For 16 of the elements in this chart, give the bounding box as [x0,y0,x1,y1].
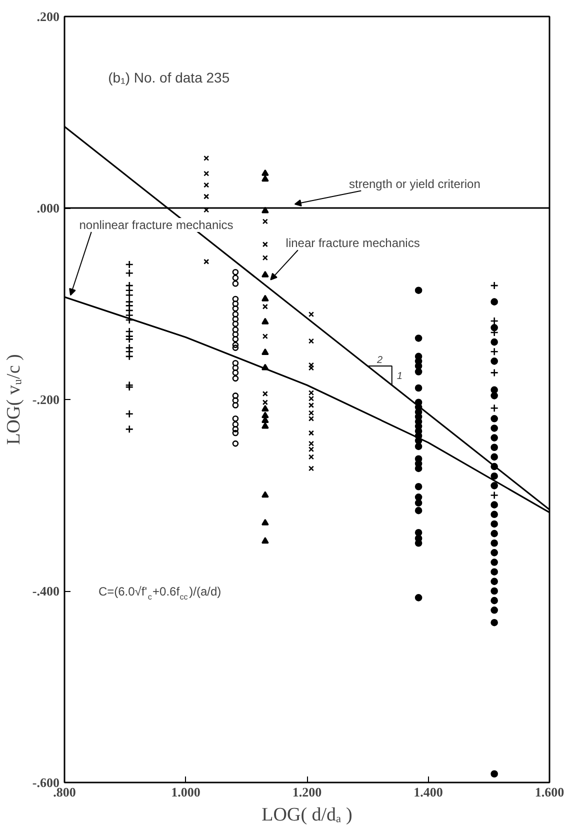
y-tick-label: .200 [36,9,60,24]
y-axis-title: LOG( vᵤ/c ) [3,354,24,445]
x-tick-label: 1.200 [292,784,322,800]
annotation: (b₁) No. of data 235 [108,69,230,86]
x-tick-label: 1.000 [171,784,200,800]
y-tick-label: -.400 [32,584,60,598]
x-tick-label: 1.600 [534,784,564,800]
x-tick-label: 1.400 [414,784,443,800]
annotation: strength or yield criterion [349,176,480,191]
x-axis-title: LOG( d/dₐ ) [262,804,352,826]
annotation: nonlinear fracture mechanics [79,218,234,232]
annotation: linear fracture mechanics [286,236,420,250]
annotation: 1 [396,371,402,382]
y-tick-label: -.200 [32,392,60,407]
annotation: 2 [376,354,383,366]
y-tick-label: .000 [36,200,60,216]
